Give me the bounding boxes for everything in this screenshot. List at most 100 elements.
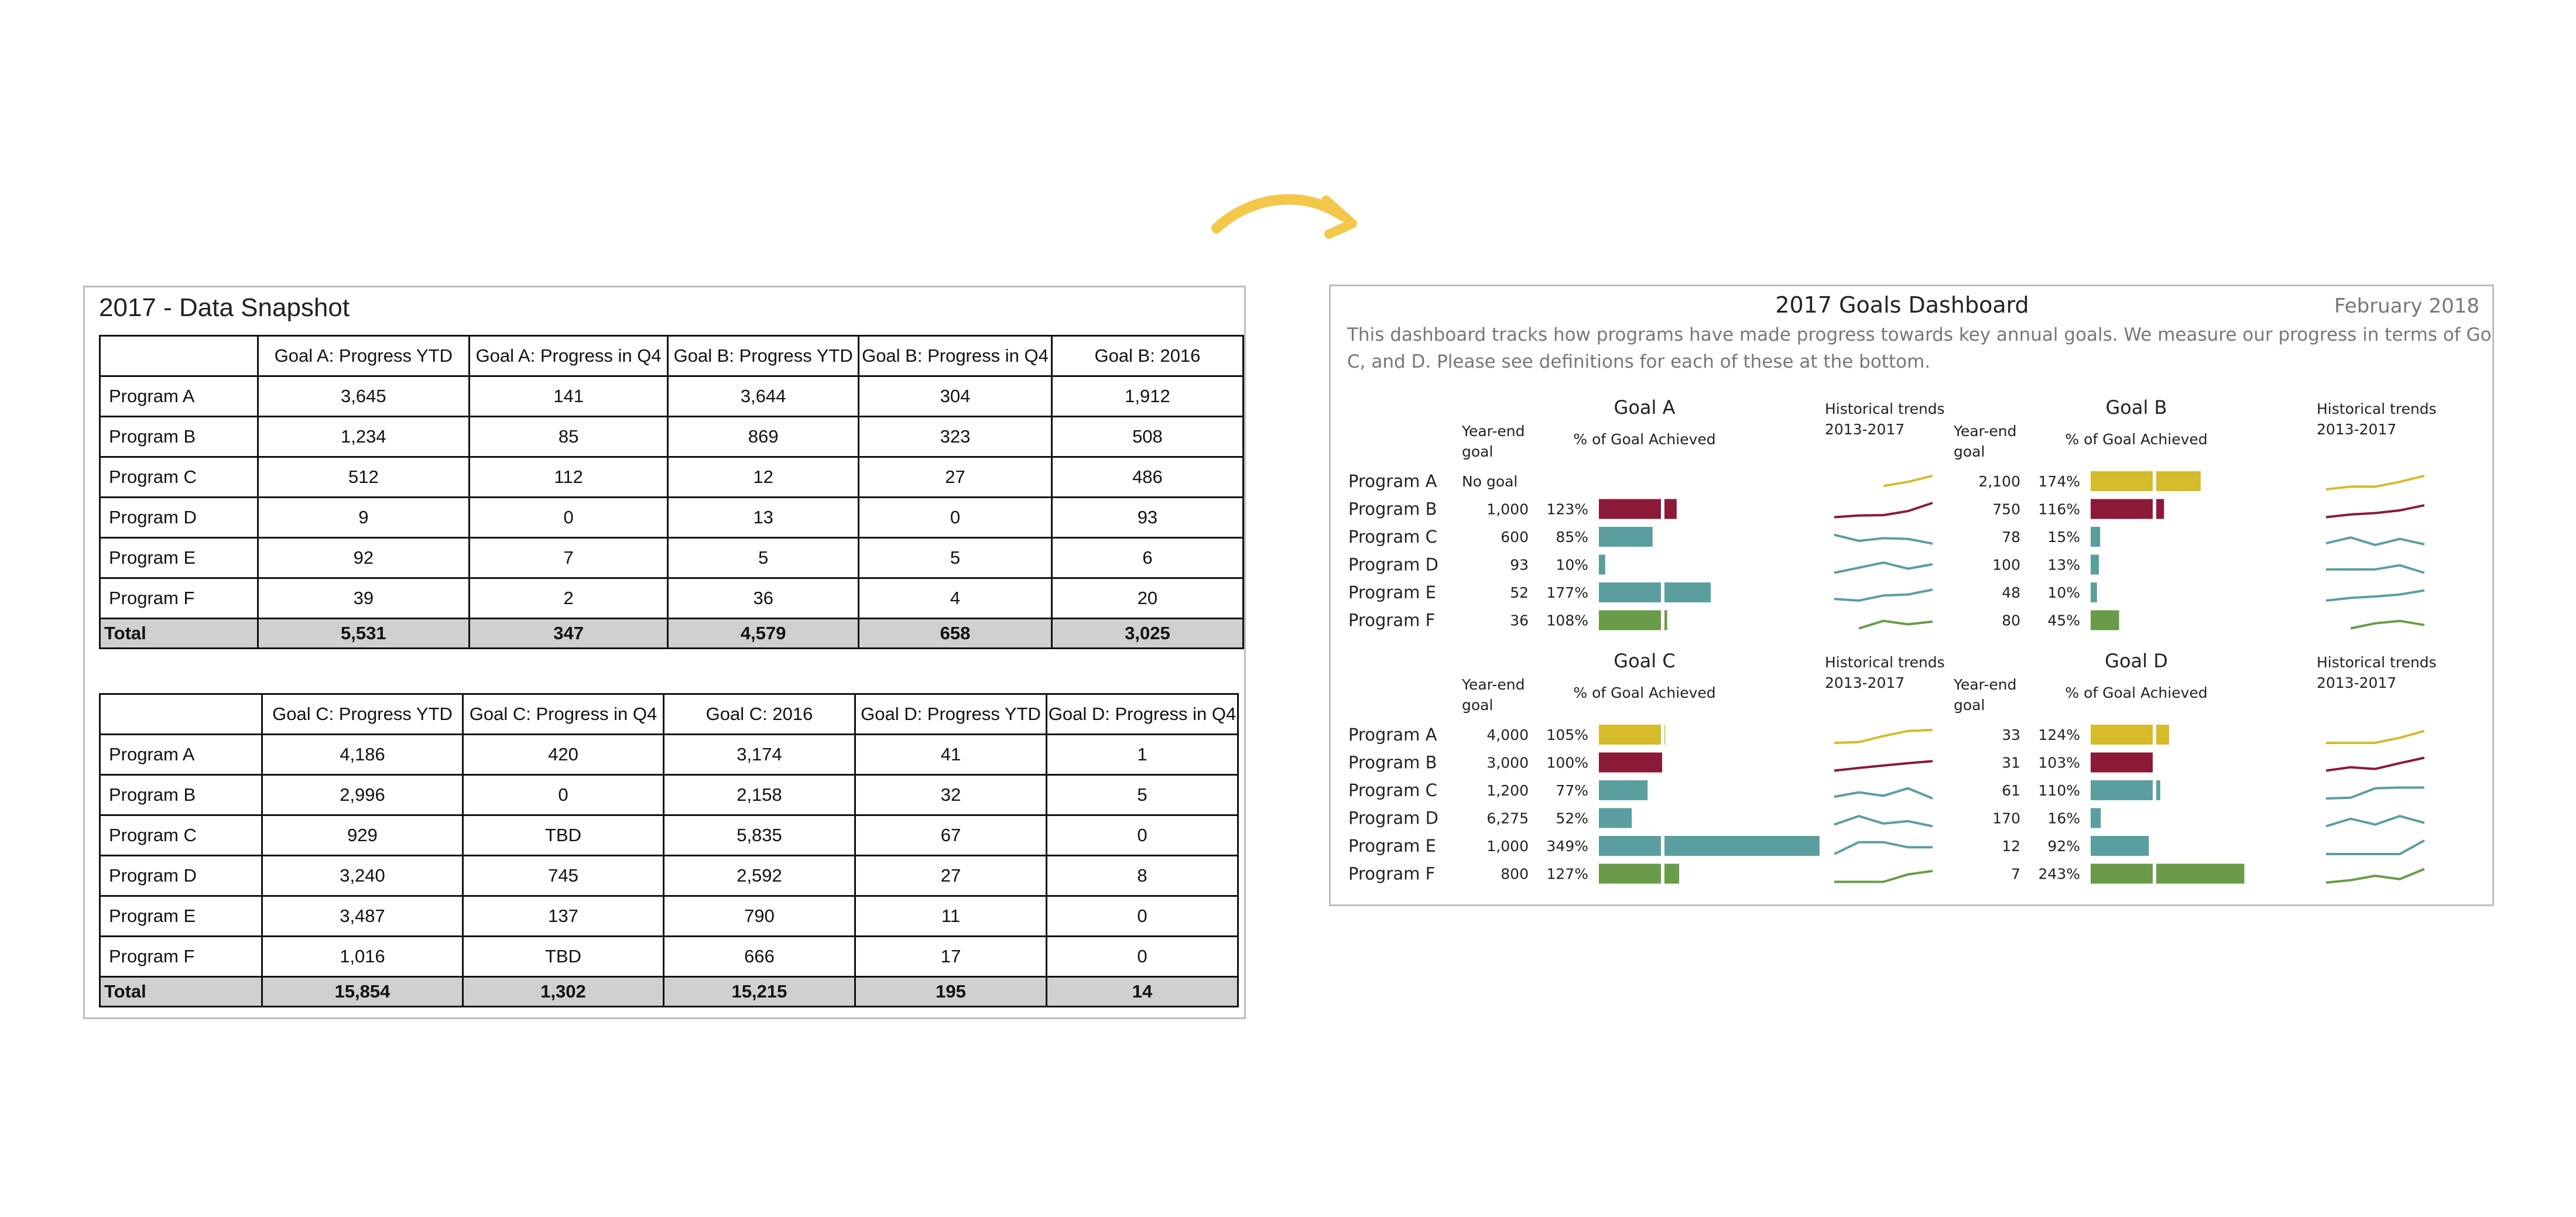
- column-header: Goal C: Progress YTD: [261, 693, 464, 735]
- column-header: Goal C: 2016: [663, 693, 856, 735]
- program-label: Program D: [1348, 555, 1438, 575]
- table-cell: 0: [1046, 814, 1239, 856]
- yearend-goal: 78: [2002, 529, 2020, 546]
- yearend-header: goal: [1462, 443, 1493, 460]
- progress-bar: [1599, 582, 1711, 602]
- table-cell: Program F: [99, 577, 259, 619]
- table-row: Program B 2,996 0 2,158 32 5: [99, 774, 1239, 816]
- yearend-goal: 1,000: [1486, 838, 1529, 855]
- program-label: Program C: [1348, 780, 1437, 800]
- goal-marker: [2153, 751, 2156, 774]
- table-cell: Program D: [99, 496, 259, 539]
- goal-marker: [1661, 609, 1664, 632]
- table-cell: 512: [256, 456, 470, 498]
- pct-label: 92%: [2047, 838, 2080, 855]
- table-cell: 27: [858, 456, 1053, 498]
- table-cell: 9: [256, 496, 470, 539]
- trend-line: [2325, 536, 2425, 546]
- table-cell: 36: [667, 577, 860, 619]
- table-cell: Total: [99, 618, 259, 649]
- table-cell: 3,487: [261, 895, 464, 937]
- table-cell: 93: [1050, 496, 1245, 539]
- progress-bar: [2091, 499, 2164, 519]
- header-row: Goal A: Progress YTD Goal A: Progress in …: [99, 335, 1245, 377]
- table-row: Program F 39 2 36 4 20: [99, 577, 1245, 619]
- header-row: Goal C: Progress YTD Goal C: Progress in …: [99, 693, 1239, 735]
- panel-title: Goal D: [2105, 650, 2168, 672]
- table-cell: 0: [858, 496, 1053, 539]
- yearend-goal: 1,200: [1486, 782, 1529, 799]
- progress-bar: [1599, 725, 1666, 745]
- pct-label: 10%: [1556, 557, 1588, 574]
- trend-header: 2013-2017: [2317, 421, 2396, 438]
- table-cell: 0: [462, 774, 664, 816]
- column-header: Goal A: Progress in Q4: [468, 335, 669, 377]
- table-cell: 5: [667, 537, 860, 579]
- table-cell: 3,644: [667, 375, 860, 417]
- table-cell: 112: [468, 456, 669, 498]
- yearend-header: Year-end: [1461, 676, 1525, 693]
- yearend-header: Year-end: [1953, 676, 2016, 693]
- progress-bar: [2091, 780, 2160, 800]
- trend-line: [2325, 786, 2424, 800]
- dashboard-chart: 2017 Goals Dashboard February 2018 This …: [1347, 292, 2492, 885]
- trend-line: [1834, 533, 1933, 545]
- table-cell: Program F: [99, 935, 263, 978]
- pct-label: 127%: [1547, 866, 1588, 883]
- table-cell: 195: [854, 976, 1047, 1007]
- pct-label: 349%: [1547, 838, 1588, 855]
- table-cell: 15,854: [261, 976, 464, 1007]
- yearend-goal: 80: [2002, 612, 2020, 629]
- progress-bar: [2091, 808, 2101, 828]
- yearend-goal: 750: [1992, 501, 2020, 518]
- progress-bar: [2091, 863, 2245, 884]
- trend-line: [2325, 756, 2425, 772]
- trend-line: [1834, 502, 1933, 519]
- table-cell: 7: [468, 537, 669, 579]
- column-header: Goal B: Progress in Q4: [858, 335, 1053, 377]
- table-cell: 790: [663, 895, 856, 937]
- program-label: Program F: [1348, 864, 1435, 884]
- trend-line: [1834, 787, 1933, 800]
- panel-title: Goal B: [2106, 396, 2167, 419]
- table-cell: 2,592: [663, 855, 856, 897]
- table-cell: 3,645: [256, 375, 470, 417]
- table-cell: 67: [854, 814, 1047, 856]
- yearend-header: goal: [1462, 697, 1493, 714]
- goal-cd-table: Goal C: Progress YTD Goal C: Progress in …: [99, 693, 1239, 1007]
- table-cell: 137: [462, 895, 664, 937]
- program-label: Program D: [1348, 808, 1438, 828]
- yearend-header: Year-end: [1461, 423, 1525, 440]
- yearend-goal: 7: [2011, 866, 2020, 883]
- yearend-goal: 4,000: [1486, 726, 1529, 743]
- trend-line: [1834, 561, 1933, 574]
- program-label: Program E: [1348, 582, 1436, 602]
- pct-label: 108%: [1547, 612, 1588, 629]
- pct-label: 110%: [2039, 782, 2080, 799]
- pct-label: 243%: [2039, 866, 2080, 883]
- table-cell: 27: [854, 855, 1047, 897]
- progress-bar: [2091, 471, 2201, 491]
- trend-line: [1834, 841, 1933, 855]
- progress-bar: [2091, 582, 2097, 602]
- column-header: Goal D: Progress YTD: [854, 693, 1047, 735]
- panel-title: Goal A: [1614, 396, 1676, 419]
- table-cell: 0: [1046, 935, 1239, 978]
- pct-label: 10%: [2047, 584, 2080, 601]
- table-cell: Program B: [99, 416, 259, 458]
- progress-bar: [1599, 863, 1680, 884]
- table-cell: 4,579: [667, 618, 860, 649]
- pct-label: 103%: [2039, 755, 2080, 772]
- trend-header: 2013-2017: [1825, 674, 1904, 691]
- progress-bar: [1599, 554, 1605, 575]
- table-row: Program D 3,240 745 2,592 27 8: [99, 855, 1239, 897]
- table-cell: 347: [468, 618, 669, 649]
- yearend-goal: 6,275: [1486, 810, 1529, 827]
- trend-line: [2326, 839, 2425, 855]
- table-cell: Program B: [99, 774, 263, 816]
- table-cell: 0: [1046, 895, 1239, 937]
- yearend-goal: 36: [1510, 612, 1529, 629]
- table-cell: 3,174: [663, 733, 856, 776]
- goal-panel: Goal D % of Goal Achieved Year-end goal Hist…: [1953, 650, 2437, 885]
- table-cell: 14: [1046, 976, 1239, 1007]
